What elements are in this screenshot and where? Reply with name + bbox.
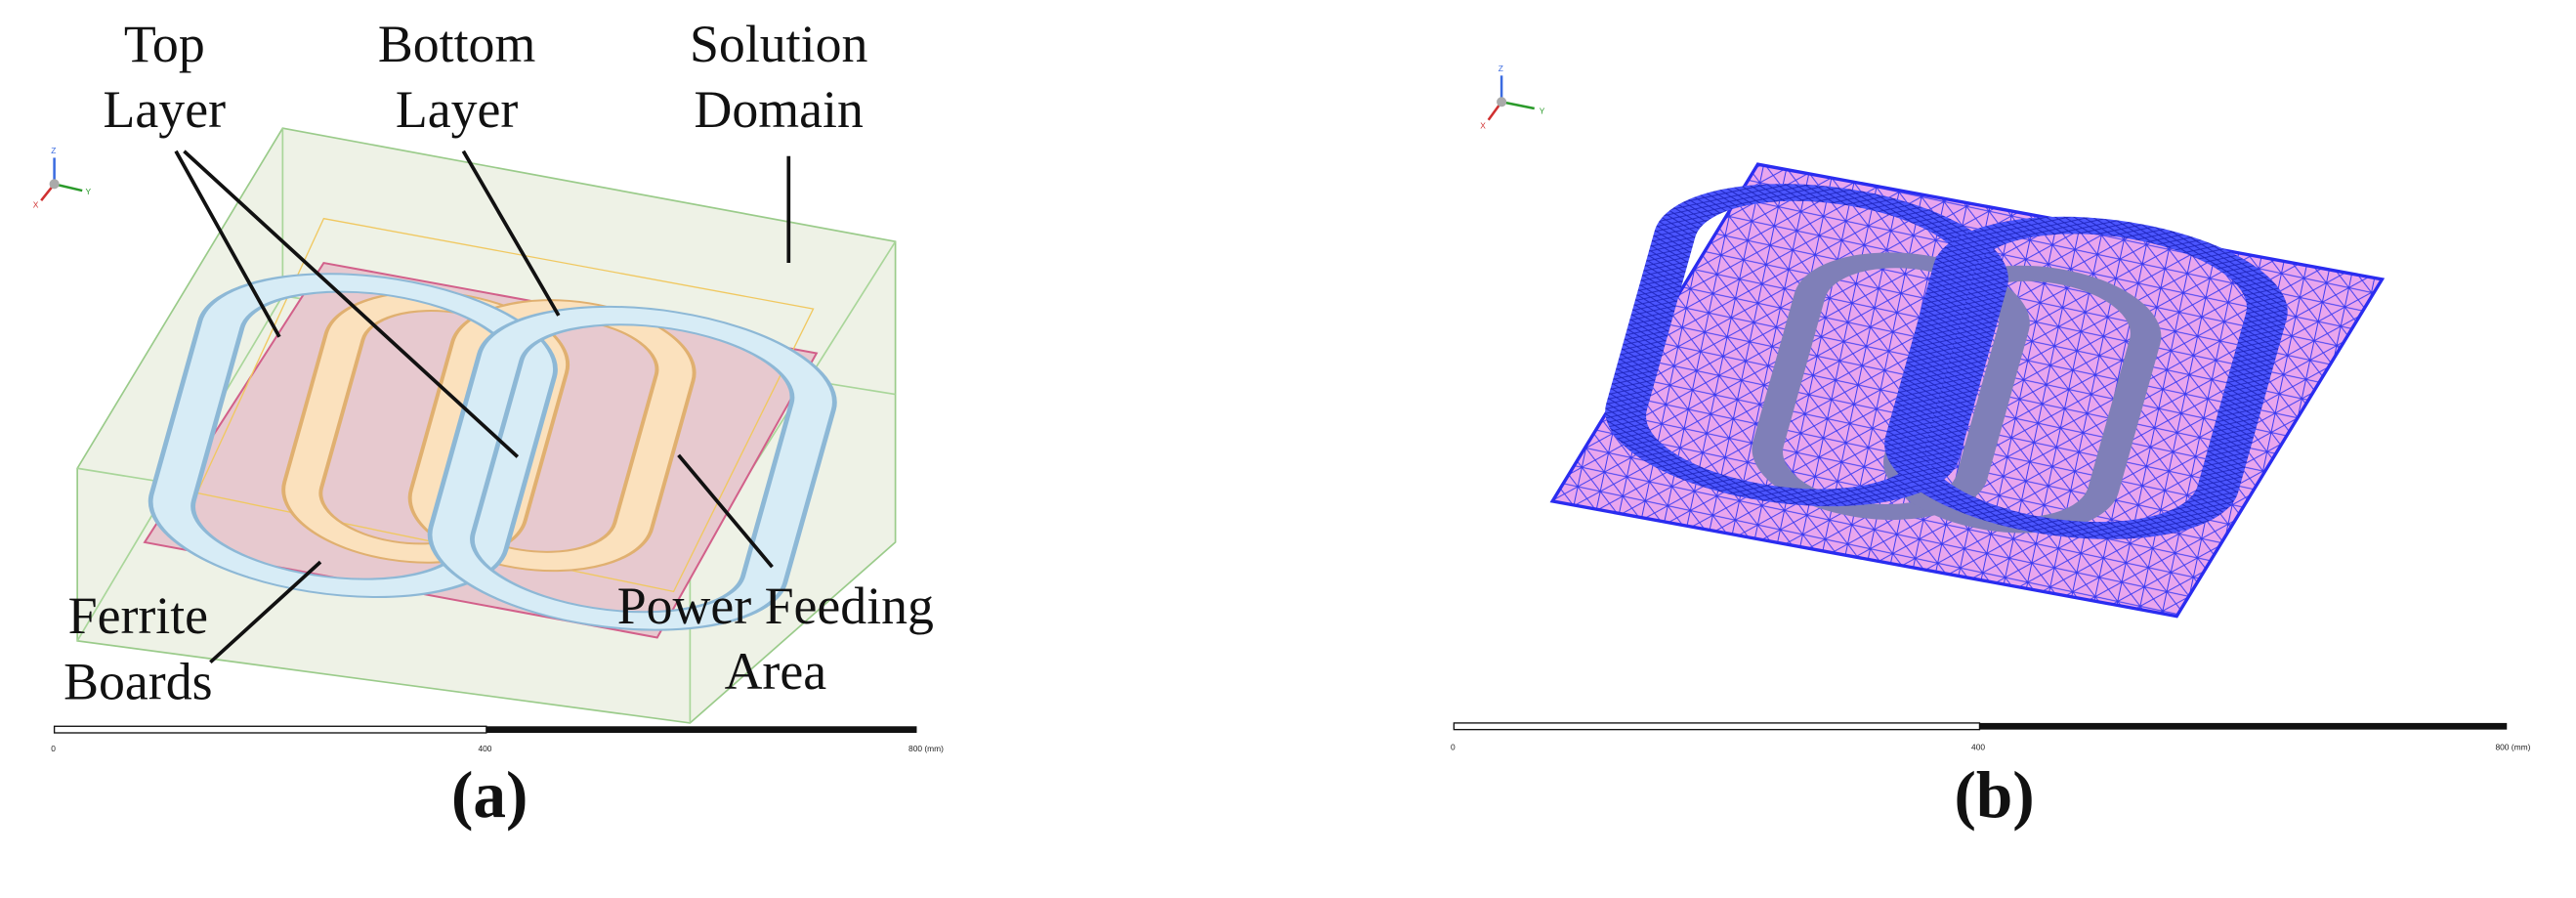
axis-triad: Z Y X (33, 146, 92, 209)
annotation: Domain (695, 80, 864, 139)
axis-label: X (33, 199, 39, 209)
panel-b: Z Y X 0 400 800 (mm) (b) (1451, 64, 2531, 832)
scale-bar (53, 725, 487, 734)
scale-bar (1979, 722, 2508, 730)
scale-label: 800 (mm) (2495, 742, 2530, 751)
leader-lines (174, 150, 791, 664)
mesh-top-coil-left (1605, 184, 2008, 507)
annotation: Boards (63, 652, 212, 710)
top-layer-coil-right (427, 305, 837, 631)
axis-label: Y (1540, 107, 1545, 116)
scale-label: 400 (1971, 742, 1985, 751)
annotation: Bottom (378, 15, 535, 73)
annotation: Area (725, 642, 827, 701)
axis-label: Z (51, 146, 56, 155)
annotation: Top (124, 15, 205, 73)
annotation: Power Feeding (617, 577, 934, 635)
axis-triad: Z Y X (1480, 64, 1545, 131)
mesh-top-coil-right (1884, 216, 2288, 539)
scale-bar (486, 726, 917, 733)
mesh-bottom-coil (1752, 252, 2030, 521)
annotation: Layer (104, 80, 227, 139)
axis-label: Y (86, 187, 92, 196)
top-layer-coil-left (148, 273, 558, 599)
axis-label: Z (1499, 64, 1503, 73)
scale-bar (1453, 722, 1981, 731)
panel-label: (b) (1954, 758, 2034, 832)
annotation: Layer (396, 80, 519, 139)
panel-a: Z Y X Top Layer Bottom Layer Solution Do… (33, 15, 944, 832)
scale-label: 400 (478, 744, 491, 753)
annotation: Solution (690, 15, 867, 73)
scale-label: 800 (mm) (908, 744, 944, 753)
annotation: Ferrite (68, 586, 208, 645)
panel-label: (a) (451, 758, 528, 832)
scale-label: 0 (1451, 742, 1456, 751)
scale-label: 0 (51, 744, 56, 753)
axis-label: X (1480, 121, 1486, 131)
